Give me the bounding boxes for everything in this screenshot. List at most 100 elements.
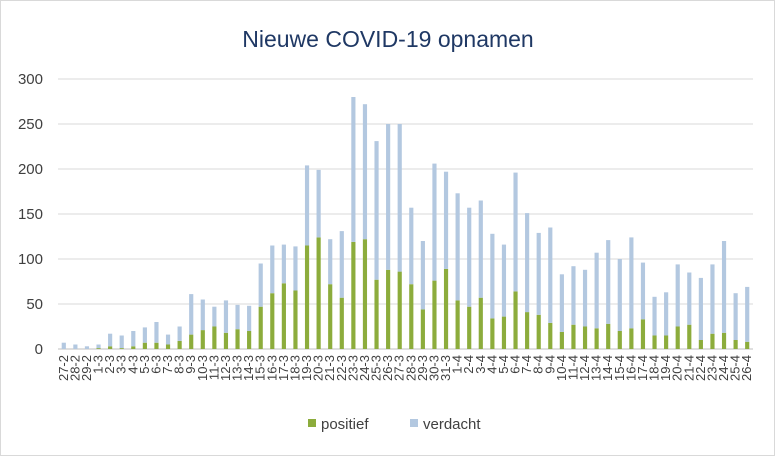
bar-positief xyxy=(525,312,530,349)
x-tick-label: 11-4 xyxy=(565,355,580,380)
x-tick-label: 29-3 xyxy=(415,355,430,381)
bar-positief xyxy=(293,290,298,349)
bar-verdacht xyxy=(154,322,159,343)
x-tick-label: 3-3 xyxy=(114,355,129,374)
bar-verdacht xyxy=(525,213,530,313)
x-tick-label: 8-4 xyxy=(531,355,546,374)
bar-verdacht xyxy=(189,294,194,335)
bar-verdacht xyxy=(594,252,599,329)
bar-positief xyxy=(432,280,437,349)
bar-positief xyxy=(664,335,669,349)
x-tick-label: 7-3 xyxy=(160,355,175,374)
x-tick-label: 21-3 xyxy=(322,355,337,381)
bar-verdacht xyxy=(420,241,425,310)
bar-positief xyxy=(409,284,414,349)
bar-verdacht xyxy=(652,296,657,336)
x-tick-label: 8-3 xyxy=(172,355,187,374)
bar-positief xyxy=(328,284,333,349)
bar-positief xyxy=(455,300,460,349)
bar-positief xyxy=(223,332,229,349)
x-tick-label: 12-3 xyxy=(218,355,233,381)
x-tick-label: 20-3 xyxy=(311,355,326,381)
bar-positief xyxy=(374,279,379,349)
y-tick-label: 150 xyxy=(18,206,43,223)
bars xyxy=(61,97,750,349)
bar-verdacht xyxy=(304,165,310,246)
bar-positief xyxy=(606,323,611,349)
bar-verdacht xyxy=(536,232,541,315)
bar-positief xyxy=(652,335,657,349)
y-tick-label: 200 xyxy=(18,161,43,178)
bar-positief xyxy=(108,346,113,349)
bar-positief xyxy=(490,318,495,349)
bar-verdacht xyxy=(629,237,634,329)
bar-positief xyxy=(629,328,634,349)
y-tick-label: 250 xyxy=(18,116,43,133)
x-tick-label: 4-3 xyxy=(125,355,140,374)
bar-positief xyxy=(154,342,159,349)
bar-verdacht xyxy=(606,240,611,324)
x-tick-label: 18-3 xyxy=(287,355,302,381)
bar-verdacht xyxy=(316,169,321,238)
bar-positief xyxy=(501,316,507,349)
bar-positief xyxy=(177,340,182,349)
bar-verdacht xyxy=(374,141,379,280)
bar-verdacht xyxy=(548,227,553,323)
bar-positief xyxy=(189,334,194,349)
x-tick-label: 28-3 xyxy=(403,355,418,381)
bar-positief xyxy=(247,331,252,349)
bar-positief xyxy=(571,324,576,349)
x-tick-label: 19-3 xyxy=(299,355,314,381)
bar-verdacht xyxy=(84,346,90,349)
chart-title: Nieuwe COVID-19 opnamen xyxy=(242,26,533,52)
bar-verdacht xyxy=(443,171,449,269)
bar-positief xyxy=(478,297,483,349)
bar-positief xyxy=(675,326,680,349)
legend-label-positief: positief xyxy=(321,416,369,433)
bar-verdacht xyxy=(328,239,333,285)
y-axis-tick-labels: 0 50 100 150 200 250 300 xyxy=(18,71,43,358)
x-tick-label: 27-2 xyxy=(56,355,71,381)
x-tick-label: 29-2 xyxy=(79,355,94,381)
bar-verdacht xyxy=(362,104,368,240)
bar-positief xyxy=(339,297,344,349)
bar-positief xyxy=(200,330,205,349)
x-tick-label: 6-3 xyxy=(148,355,163,374)
bar-positief xyxy=(235,329,240,349)
x-tick-label: 28-2 xyxy=(67,355,82,381)
bar-verdacht xyxy=(351,97,356,242)
bar-verdacht xyxy=(745,286,750,342)
x-tick-label: 23-3 xyxy=(345,355,360,381)
x-tick-label: 11-3 xyxy=(206,355,221,380)
x-tick-label: 10-4 xyxy=(554,355,569,381)
bar-verdacht xyxy=(177,326,182,341)
x-tick-label: 5-3 xyxy=(137,355,152,374)
bar-verdacht xyxy=(247,305,252,331)
bar-verdacht xyxy=(293,246,298,291)
bar-positief xyxy=(745,341,750,349)
bar-positief xyxy=(513,291,518,349)
y-tick-label: 300 xyxy=(18,71,43,88)
legend-swatch-verdacht xyxy=(410,419,418,427)
x-tick-label: 22-3 xyxy=(334,355,349,381)
bar-verdacht xyxy=(409,207,414,285)
x-tick-label: 17-4 xyxy=(635,355,650,381)
bar-verdacht xyxy=(467,207,472,307)
bar-verdacht xyxy=(235,304,240,330)
bar-positief xyxy=(640,319,646,349)
bar-verdacht xyxy=(223,300,229,333)
legend-label-verdacht: verdacht xyxy=(423,416,481,433)
bar-positief xyxy=(733,340,738,349)
bar-verdacht xyxy=(687,272,692,325)
bar-positief xyxy=(304,245,310,349)
gridlines xyxy=(58,78,753,350)
x-tick-label: 16-3 xyxy=(264,355,279,381)
bar-verdacht xyxy=(108,333,113,347)
bar-verdacht xyxy=(455,193,460,301)
bar-positief xyxy=(142,342,147,349)
x-tick-label: 14-3 xyxy=(241,355,256,381)
bar-positief xyxy=(119,348,124,349)
x-tick-label: 18-4 xyxy=(647,355,662,381)
x-tick-label: 21-4 xyxy=(681,355,696,381)
